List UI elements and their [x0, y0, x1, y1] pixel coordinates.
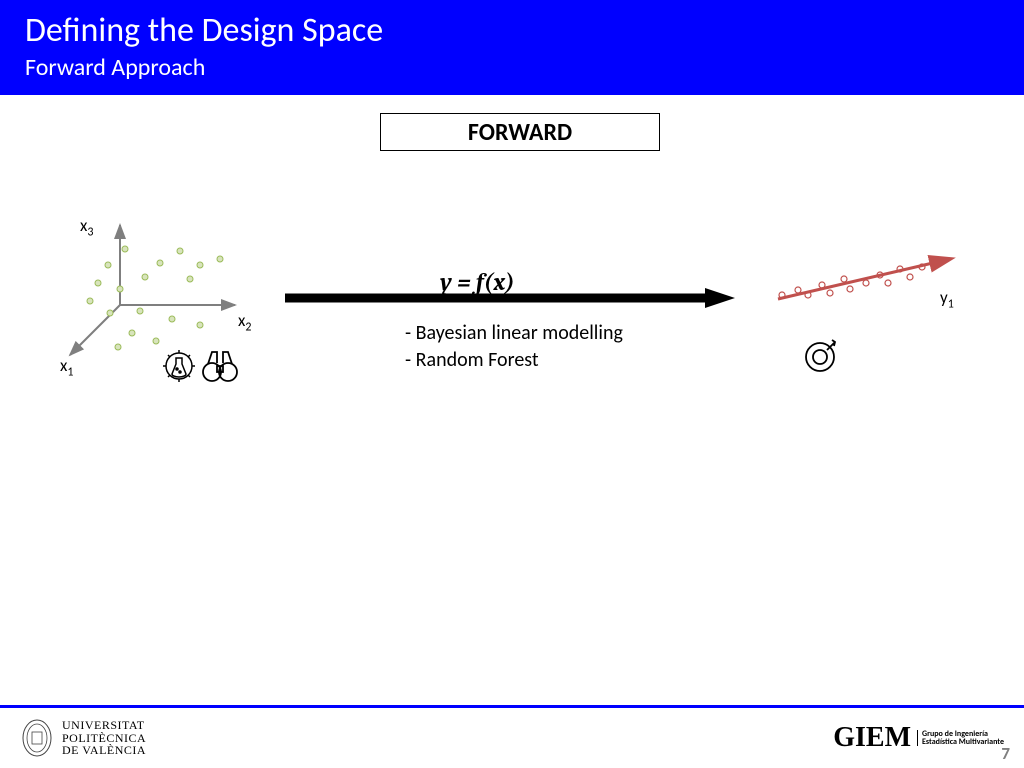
axis-label-x3: x3: [80, 215, 93, 239]
output-space-diagram: [770, 245, 970, 325]
slide-content: FORWARD x3 x2 x1: [0, 95, 1024, 705]
slide-footer: UNIVERSITAT POLITÈCNICA DE VALÈNCIA GIEM…: [0, 705, 1024, 768]
slide-header: Defining the Design Space Forward Approa…: [0, 0, 1024, 95]
axis-label-x1: x1: [60, 355, 73, 379]
mapping-arrow: [285, 288, 735, 308]
giem-sub: Grupo de Ingeniería Estadística Multivar…: [917, 730, 1004, 747]
binoculars-icon: [203, 352, 237, 381]
input-icons: [160, 343, 240, 390]
axis-label-y1: y1: [940, 287, 954, 311]
giem-name: GIEM: [833, 722, 911, 754]
slide-subtitle: Forward Approach: [25, 53, 999, 82]
forward-label-box: FORWARD: [380, 113, 660, 151]
target-icon: [800, 335, 840, 380]
slide-title: Defining the Design Space: [25, 10, 999, 51]
upv-crest-icon: [20, 718, 54, 758]
flask-gear-icon: [163, 350, 195, 382]
methods-list: - Bayesian linear modelling - Random For…: [405, 320, 623, 374]
axis-label-x2: x2: [238, 310, 251, 334]
method-item: - Bayesian linear modelling: [405, 320, 623, 347]
page-number: 7: [1001, 743, 1010, 764]
upv-logo: UNIVERSITAT POLITÈCNICA DE VALÈNCIA: [20, 718, 146, 758]
forward-label: FORWARD: [468, 118, 572, 147]
upv-text: UNIVERSITAT POLITÈCNICA DE VALÈNCIA: [62, 719, 146, 757]
giem-logo: GIEM Grupo de Ingeniería Estadística Mul…: [833, 722, 1004, 754]
method-item: - Random Forest: [405, 347, 623, 374]
